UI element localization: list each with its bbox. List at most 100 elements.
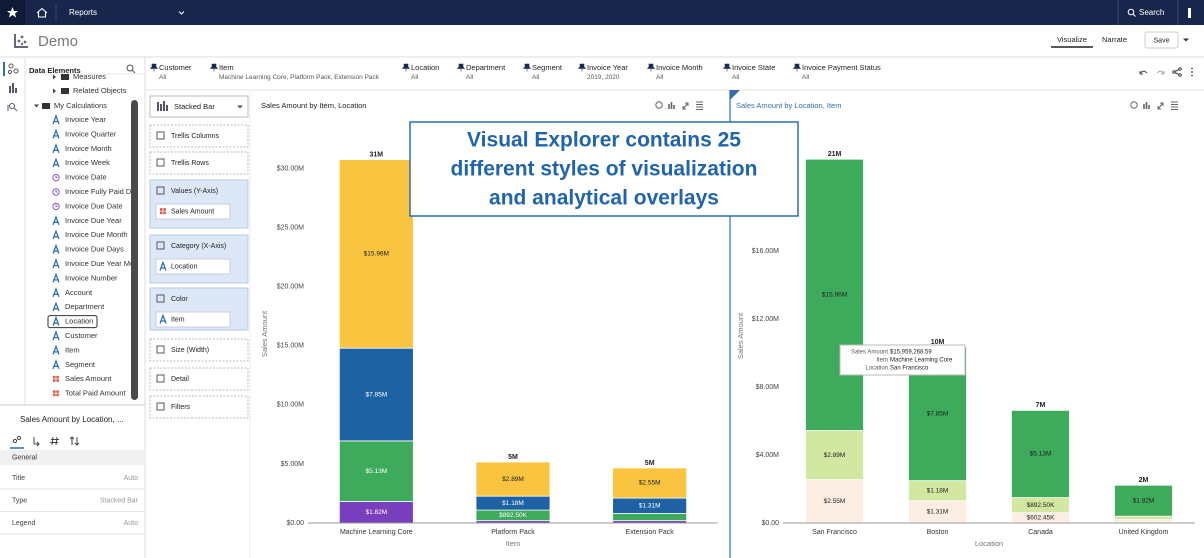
text-field-icon (52, 358, 60, 370)
folder-label[interactable]: Related Objects (73, 86, 127, 95)
bar-segment[interactable] (338, 440, 414, 502)
chart-type-icon[interactable] (668, 102, 675, 109)
expand-toggle[interactable] (34, 104, 39, 108)
slot-label: Trellis Columns (171, 133, 219, 140)
data-element[interactable]: Invoice Due Month (65, 230, 128, 239)
data-element[interactable]: Segment (65, 360, 96, 369)
chart-type-select[interactable] (149, 95, 249, 118)
text-field-icon (52, 128, 60, 139)
visualize-tab[interactable]: Visualize (1057, 35, 1087, 44)
data-element[interactable]: Total Paid Amount (65, 389, 126, 398)
filter-value[interactable]: All (159, 74, 167, 81)
data-element[interactable]: Item (65, 345, 80, 354)
field-pill[interactable] (155, 258, 231, 275)
more-menu[interactable] (1191, 67, 1193, 77)
bar-segment[interactable] (612, 513, 688, 522)
settings-icon[interactable] (655, 101, 663, 109)
filter-value[interactable]: All (732, 74, 740, 81)
data-element[interactable]: Invoice Due Days (65, 245, 124, 254)
scrollbar[interactable] (131, 100, 138, 400)
bar-segment[interactable] (1114, 484, 1173, 517)
data-element[interactable]: Invoice Due Year (65, 216, 122, 225)
data-element[interactable]: Invoice Date (65, 173, 107, 182)
folder-label[interactable]: My Calculations (54, 101, 107, 110)
property-value[interactable]: Stacked Bar (100, 497, 139, 504)
chevron[interactable] (178, 11, 185, 15)
bar-segment[interactable] (805, 158, 864, 431)
narrate-tab[interactable]: Narrate (1102, 35, 1127, 44)
number-field-icon (160, 211, 163, 215)
data-element[interactable]: Invoice Week (65, 158, 110, 167)
bar-segment[interactable] (1114, 519, 1173, 524)
data-element[interactable]: Location (65, 317, 93, 326)
data-element[interactable]: Invoice Year (65, 115, 106, 124)
legend-icon[interactable] (1171, 101, 1178, 110)
filter-value[interactable]: All (466, 74, 474, 81)
save-menu[interactable] (1183, 38, 1189, 42)
field-pill[interactable] (155, 203, 231, 220)
filter-value[interactable]: All (532, 74, 540, 81)
expand-icon[interactable] (682, 102, 689, 110)
property-tabs[interactable] (12, 435, 80, 447)
toolbar-icons[interactable] (1139, 67, 1182, 77)
config-slot[interactable] (149, 124, 249, 148)
property-value[interactable]: Auto (124, 520, 139, 527)
filter-name[interactable]: Invoice Year (587, 63, 628, 72)
bar-segment[interactable] (338, 159, 414, 349)
filter-value[interactable]: Machine Learning Core, Platform Pack, Ex… (219, 74, 380, 81)
filter-name[interactable]: Invoice Month (656, 63, 703, 72)
settings-icon[interactable] (1130, 101, 1138, 109)
filter-value[interactable]: All (656, 74, 664, 81)
data-element[interactable]: Invoice Number (65, 273, 118, 282)
expand-toggle[interactable] (53, 74, 56, 80)
filter-name[interactable]: Location (411, 63, 439, 72)
bar-segment[interactable] (1011, 409, 1070, 498)
filter-name[interactable]: Segment (532, 63, 563, 72)
data-elements-icon[interactable] (7, 63, 19, 75)
data-element[interactable]: Department (65, 302, 105, 311)
bar-segment[interactable] (612, 467, 688, 499)
config-slot[interactable] (149, 395, 249, 419)
filter-value[interactable]: All (802, 74, 810, 81)
search-icon[interactable] (126, 64, 134, 72)
chart-type-icon[interactable] (1143, 102, 1150, 109)
filter-name[interactable]: Invoice Payment Status (802, 63, 881, 72)
data-element[interactable]: Invoice Due Date (65, 201, 123, 210)
data-element[interactable]: Account (65, 288, 93, 297)
data-element[interactable]: Invoice Fully Paid Dat (65, 187, 138, 196)
field-pill[interactable] (155, 311, 231, 328)
app-name[interactable]: Reports (69, 8, 97, 17)
visualizations-icon[interactable] (9, 83, 17, 93)
search-button[interactable]: Search (1139, 8, 1164, 17)
bar-segment[interactable] (1114, 515, 1173, 521)
panel-icon[interactable] (1188, 8, 1191, 18)
analytics-icon[interactable] (7, 103, 18, 112)
data-element[interactable]: Invoice Month (65, 144, 112, 153)
property-value[interactable]: Auto (124, 475, 139, 482)
config-slot[interactable] (149, 338, 249, 362)
tooltip-value: San Francisco (890, 366, 929, 372)
filter-name[interactable]: Customer (159, 63, 192, 72)
expand-toggle[interactable] (53, 88, 56, 94)
search-icon[interactable] (1127, 8, 1135, 16)
expand-icon[interactable] (1157, 102, 1164, 110)
bar-segment[interactable] (475, 461, 551, 497)
bar-segment[interactable] (805, 430, 864, 481)
filter-name[interactable]: Invoice State (732, 63, 775, 72)
save-button[interactable] (1144, 31, 1179, 49)
config-slot[interactable] (149, 151, 249, 175)
filter-name[interactable]: Department (466, 63, 506, 72)
data-element[interactable]: Sales Amount (65, 374, 112, 383)
filter-name[interactable]: Item (219, 63, 234, 72)
slot-label: Color (171, 296, 188, 303)
config-slot[interactable] (149, 367, 249, 391)
folder-label[interactable]: Measures (73, 72, 106, 81)
data-element[interactable]: Invoice Quarter (65, 129, 117, 138)
legend-icon[interactable] (696, 101, 703, 110)
home-icon[interactable] (36, 7, 48, 18)
data-element[interactable]: Invoice Due Year Mon (65, 259, 138, 268)
filter-value[interactable]: All (411, 74, 419, 81)
data-element[interactable]: Customer (65, 331, 98, 340)
filter-value[interactable]: 2019, 2020 (587, 74, 620, 81)
bar-segment[interactable] (338, 347, 414, 442)
